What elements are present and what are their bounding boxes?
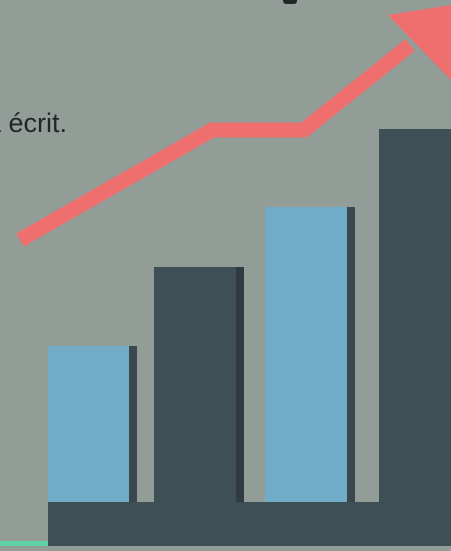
bar-1 bbox=[48, 346, 129, 502]
caption-text: a écrit. bbox=[0, 108, 68, 138]
cropped-text-fragment bbox=[283, 0, 297, 4]
bar-2-shadow bbox=[236, 267, 244, 502]
bar-3 bbox=[265, 207, 347, 502]
bar-1-shadow bbox=[129, 346, 137, 502]
trend-up-arrow-icon bbox=[16, 39, 415, 247]
chart-base bbox=[48, 502, 451, 546]
arrowhead-icon bbox=[388, 5, 451, 80]
bar-2 bbox=[154, 267, 236, 502]
accent-strip bbox=[0, 541, 48, 546]
bar-3-shadow bbox=[347, 207, 355, 502]
bar-4 bbox=[379, 129, 451, 502]
